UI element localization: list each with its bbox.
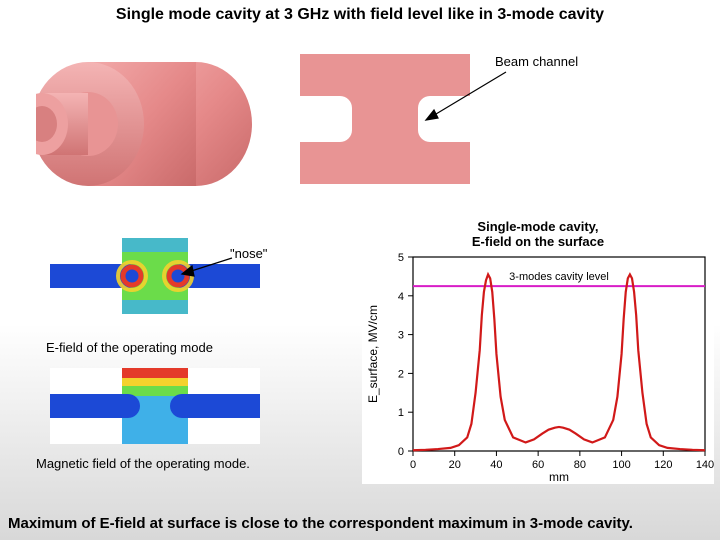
svg-text:1: 1 [398,407,404,419]
efield-caption: E-field of the operating mode [46,340,213,355]
nose-arrow [176,254,236,280]
beam-channel-arrow [420,68,510,128]
svg-text:mm: mm [549,470,569,484]
surface-efield-chart: Single-mode cavity, E-field on the surfa… [362,216,714,484]
svg-text:100: 100 [612,459,630,471]
svg-text:120: 120 [654,459,672,471]
svg-text:2: 2 [398,368,404,380]
svg-text:3-modes cavity level: 3-modes cavity level [509,271,609,283]
conclusion-text: Maximum of E-field at surface is close t… [8,515,712,532]
svg-text:20: 20 [449,459,461,471]
chart-title-line1: Single-mode cavity, E-field on the surfa… [472,219,604,249]
svg-text:3: 3 [398,330,404,342]
svg-text:80: 80 [574,459,586,471]
svg-text:5: 5 [398,252,404,264]
svg-text:60: 60 [532,459,544,471]
svg-text:4: 4 [398,291,404,303]
beam-channel-label: Beam channel [495,54,578,69]
page-title: Single mode cavity at 3 GHz with field l… [0,6,720,24]
cavity-3d-render [36,44,266,194]
svg-text:40: 40 [490,459,502,471]
svg-text:0: 0 [410,459,416,471]
svg-text:0: 0 [398,446,404,458]
chart-title: Single-mode cavity, E-field on the surfa… [363,219,713,249]
svg-text:E_surface, MV/cm: E_surface, MV/cm [366,305,380,403]
bfield-caption: Magnetic field of the operating mode. [36,456,250,471]
bfield-colormap [50,368,260,444]
svg-text:140: 140 [696,459,714,471]
